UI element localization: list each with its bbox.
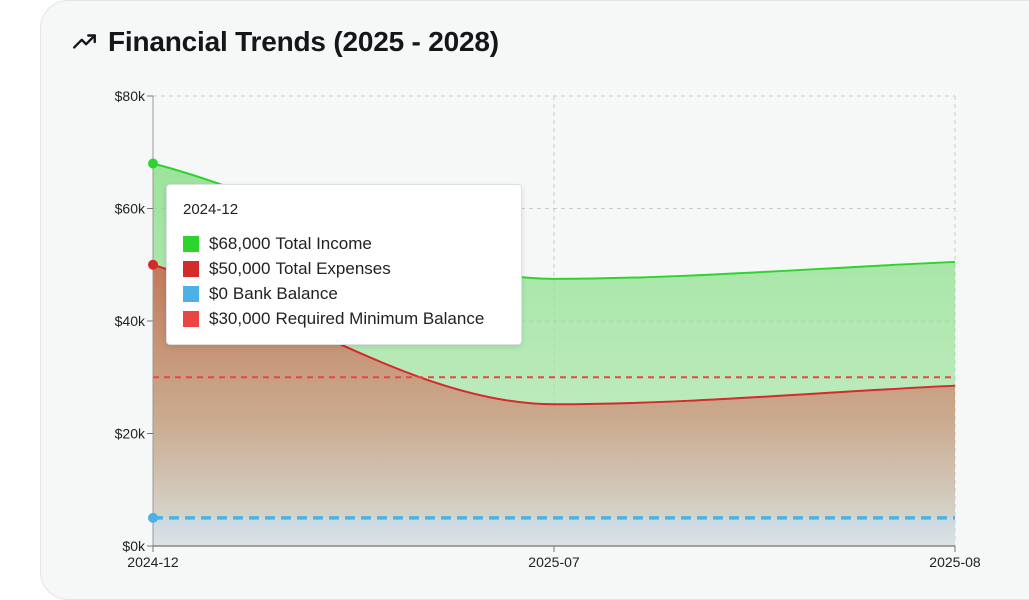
point-total-income-0: [148, 158, 158, 169]
tooltip-row-income: $68,000 Total Income: [183, 231, 505, 256]
x-tick-label-1: 2025-07: [528, 554, 580, 570]
y-tick-label-2: $40k: [115, 313, 146, 329]
tooltip-label-income: Total Income: [275, 233, 372, 253]
chart-tooltip: 2024-12 $68,000 Total Income $50,000 Tot…: [166, 184, 522, 345]
axes: $0k $20k $40k $60k $80k 2024-12 2025-07 2025-08: [115, 88, 981, 570]
x-tick-label-0: 2024-12: [127, 554, 179, 570]
chart-header: Financial Trends (2025 - 2028): [72, 26, 499, 58]
points: [148, 158, 158, 523]
tooltip-label-minimum: Required Minimum Balance: [275, 308, 485, 328]
tooltip-row-bank: $0 Bank Balance: [183, 281, 505, 306]
point-total-expenses-0: [148, 259, 158, 270]
tooltip-label-expenses: Total Expenses: [275, 258, 391, 278]
legend-swatch-income: [183, 235, 199, 252]
legend-swatch-minimum: [183, 310, 199, 327]
tooltip-title: 2024-12: [183, 201, 239, 218]
tooltip-row-minimum: $30,000 Required Minimum Balance: [183, 306, 505, 331]
trending-up-icon: [72, 29, 98, 55]
page-title: Financial Trends (2025 - 2028): [108, 26, 499, 57]
area-total-expenses: [153, 264, 955, 546]
tooltip-value-income: $68,000: [209, 233, 271, 253]
y-tick-label-3: $60k: [115, 201, 146, 217]
tooltip-value-expenses: $50,000: [209, 258, 271, 278]
tooltip-value-bank: $0: [209, 283, 228, 303]
tooltip-label-bank: Bank Balance: [232, 283, 338, 303]
y-tick-label-0: $0k: [122, 538, 146, 554]
legend-swatch-expenses: [183, 260, 199, 277]
y-tick-label-1: $20k: [115, 426, 146, 442]
legend-swatch-bank: [183, 285, 199, 302]
area-bank-balance: [153, 517, 955, 546]
x-tick-label-2: 2025-08: [929, 554, 981, 570]
y-tick-label-4: $80k: [115, 88, 146, 104]
point-bank-balance-0: [148, 512, 158, 523]
tooltip-value-minimum: $30,000: [209, 308, 271, 328]
tooltip-row-expenses: $50,000 Total Expenses: [183, 256, 505, 281]
